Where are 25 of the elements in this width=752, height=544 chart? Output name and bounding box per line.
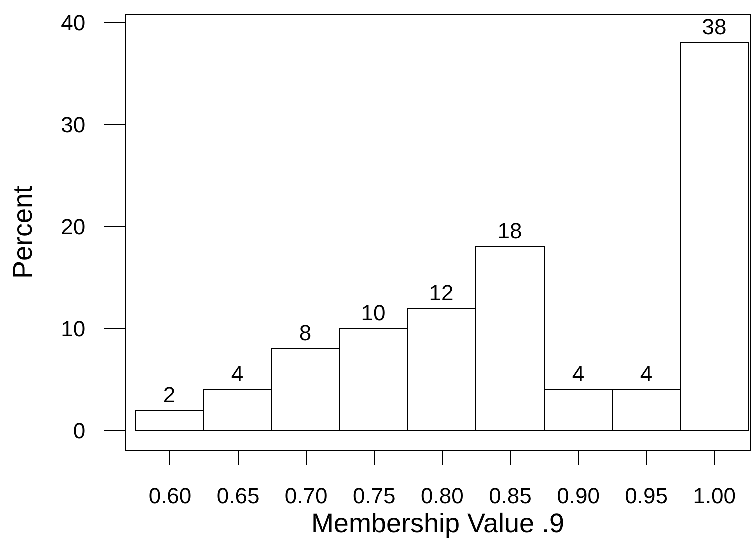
y-tick-label: 30 — [61, 112, 86, 138]
y-tick-label: 0 — [73, 418, 86, 444]
x-axis-title: Membership Value .9 — [311, 508, 565, 538]
x-tick-label: 0.95 — [625, 483, 668, 508]
data-label: 2 — [163, 382, 176, 408]
data-label: 4 — [640, 362, 653, 386]
x-tick-label: 1.00 — [693, 483, 736, 508]
y-tick-label: 10 — [61, 316, 86, 342]
x-tick-label: 0.90 — [557, 483, 600, 508]
y-tick-label: 40 — [61, 10, 86, 36]
x-tick-label: 0.70 — [284, 483, 328, 508]
data-label: 38 — [702, 14, 727, 40]
x-tick-label: 0.65 — [216, 483, 260, 508]
data-label: 12 — [429, 280, 454, 306]
data-label: 8 — [299, 320, 312, 346]
x-tick-label: 0.80 — [421, 483, 464, 508]
data-label: 4 — [572, 362, 585, 386]
y-axis-title: Percent — [8, 185, 38, 280]
y-tick-label: 20 — [61, 214, 86, 240]
data-label: 18 — [498, 218, 522, 244]
data-label: 4 — [231, 362, 244, 386]
x-tick-label: 0.85 — [489, 483, 532, 508]
x-tick-label: 0.75 — [352, 483, 396, 508]
data-label: 10 — [361, 300, 386, 326]
x-tick-label: 0.60 — [148, 483, 192, 508]
